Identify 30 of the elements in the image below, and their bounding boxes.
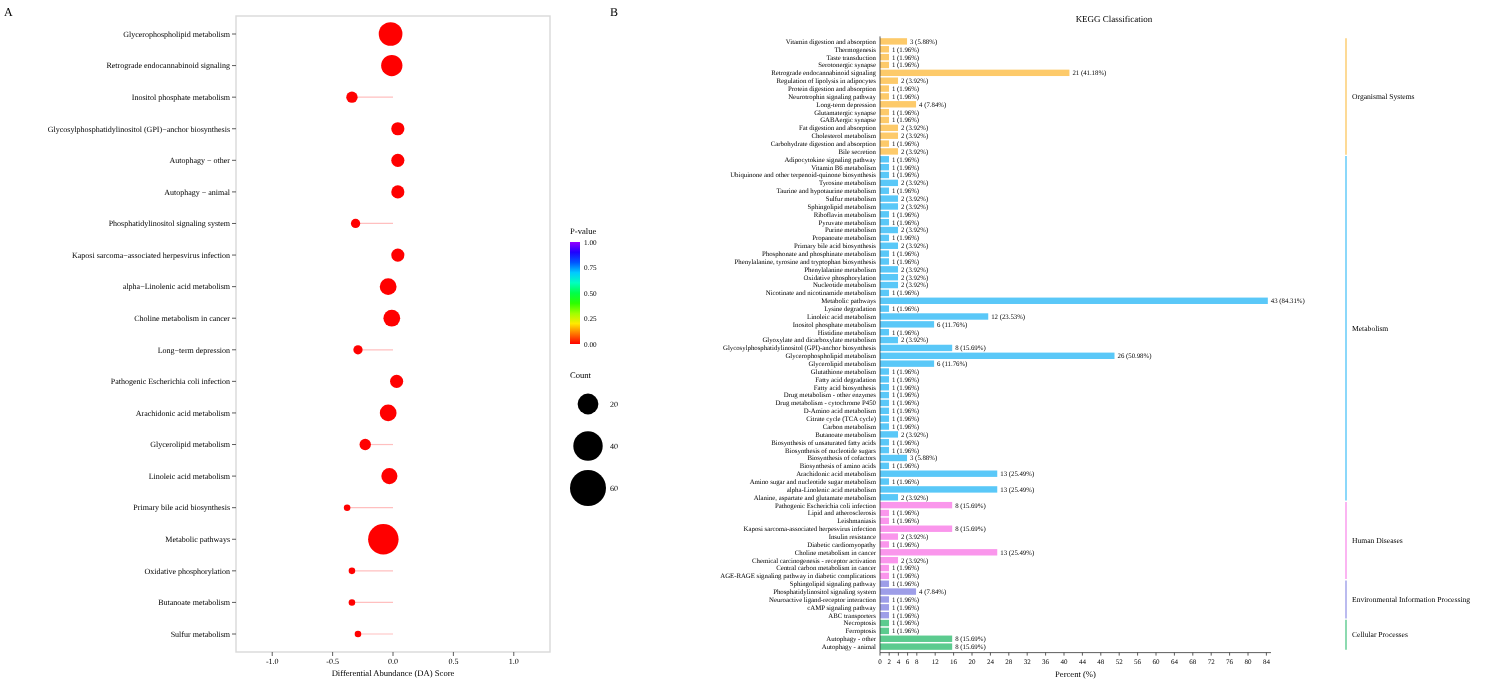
bar (880, 38, 908, 45)
bar (880, 501, 953, 509)
bar (880, 431, 899, 438)
bar (880, 85, 890, 92)
bar (880, 415, 890, 422)
bar (880, 525, 953, 532)
bar (880, 643, 953, 650)
bar (880, 470, 998, 477)
bar (880, 140, 890, 147)
bar (880, 69, 1070, 77)
bar (880, 250, 890, 257)
bar (880, 352, 1115, 359)
bar (880, 635, 953, 642)
bar (880, 203, 899, 210)
bar (880, 266, 899, 273)
bar (880, 101, 917, 108)
bar (880, 549, 998, 556)
bar (880, 297, 1268, 304)
bar (880, 195, 899, 202)
bar (880, 258, 890, 265)
bar (880, 454, 908, 462)
bar (880, 313, 989, 320)
bar (880, 211, 890, 218)
bar (880, 486, 998, 493)
bar (880, 588, 917, 595)
bar (880, 376, 890, 383)
bar (880, 423, 890, 430)
bar (880, 604, 890, 611)
bar (880, 156, 890, 163)
bar (880, 148, 899, 155)
